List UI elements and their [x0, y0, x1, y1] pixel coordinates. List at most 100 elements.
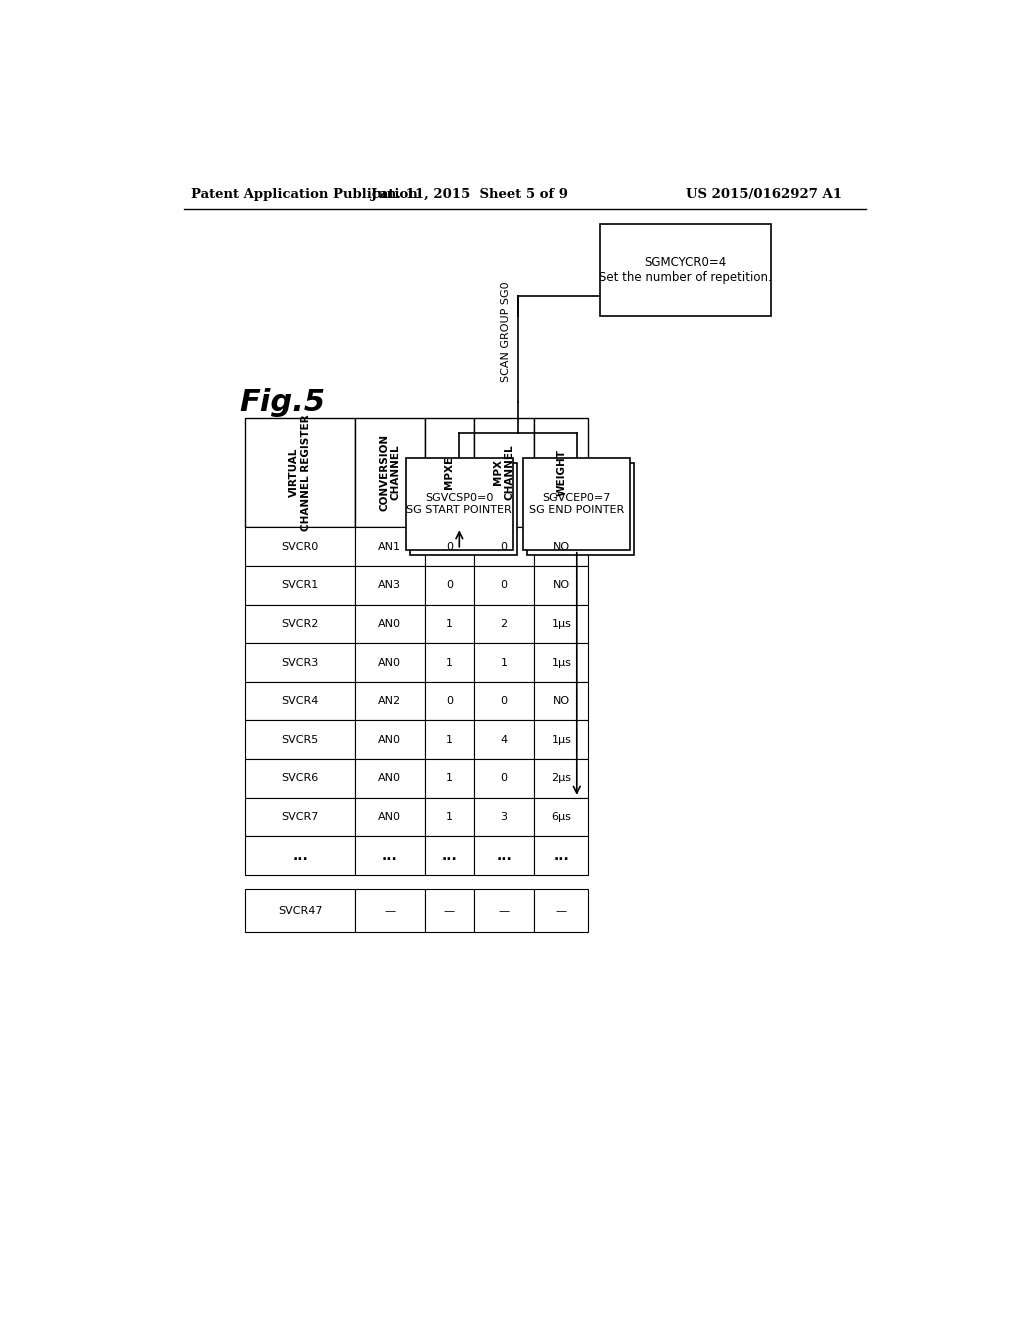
Text: ...: ... [497, 849, 512, 863]
Text: AN1: AN1 [379, 541, 401, 552]
FancyBboxPatch shape [600, 224, 771, 315]
FancyBboxPatch shape [246, 837, 355, 875]
FancyBboxPatch shape [355, 643, 425, 682]
Text: NO: NO [553, 696, 570, 706]
Text: AN0: AN0 [379, 812, 401, 822]
FancyBboxPatch shape [474, 759, 535, 797]
FancyBboxPatch shape [425, 721, 474, 759]
Text: WEIGHT: WEIGHT [556, 449, 566, 496]
FancyBboxPatch shape [535, 759, 588, 797]
FancyBboxPatch shape [246, 721, 355, 759]
FancyBboxPatch shape [474, 837, 535, 875]
FancyBboxPatch shape [474, 682, 535, 721]
Text: SVCR6: SVCR6 [282, 774, 318, 783]
FancyBboxPatch shape [355, 890, 425, 932]
FancyBboxPatch shape [355, 417, 425, 528]
Text: SGMCYCR0=4
Set the number of repetition.: SGMCYCR0=4 Set the number of repetition. [599, 256, 772, 284]
Text: 0: 0 [501, 774, 508, 783]
Text: SGVCSP0=0
SG START POINTER: SGVCSP0=0 SG START POINTER [407, 494, 512, 515]
Text: AN2: AN2 [378, 696, 401, 706]
FancyBboxPatch shape [355, 566, 425, 605]
Text: —: — [443, 906, 455, 916]
FancyBboxPatch shape [355, 605, 425, 643]
FancyBboxPatch shape [474, 566, 535, 605]
FancyBboxPatch shape [355, 721, 425, 759]
Text: 0: 0 [445, 581, 453, 590]
FancyBboxPatch shape [425, 528, 474, 566]
Text: 1: 1 [445, 657, 453, 668]
Text: 1: 1 [445, 735, 453, 744]
Text: AN0: AN0 [379, 735, 401, 744]
Text: MPX
CHANNEL: MPX CHANNEL [494, 445, 515, 500]
FancyBboxPatch shape [246, 566, 355, 605]
Text: SVCR5: SVCR5 [282, 735, 318, 744]
FancyBboxPatch shape [246, 797, 355, 837]
FancyBboxPatch shape [355, 528, 425, 566]
Text: 2μs: 2μs [551, 774, 571, 783]
FancyBboxPatch shape [474, 417, 535, 528]
Text: SVCR7: SVCR7 [282, 812, 318, 822]
FancyBboxPatch shape [474, 797, 535, 837]
Text: 0: 0 [501, 541, 508, 552]
Text: SVCR1: SVCR1 [282, 581, 318, 590]
Text: 3: 3 [501, 812, 508, 822]
FancyBboxPatch shape [535, 605, 588, 643]
Text: VIRTUAL
CHANNEL REGISTER: VIRTUAL CHANNEL REGISTER [290, 414, 311, 531]
Text: US 2015/0162927 A1: US 2015/0162927 A1 [686, 189, 842, 202]
Text: 1: 1 [445, 774, 453, 783]
FancyBboxPatch shape [535, 417, 588, 528]
FancyBboxPatch shape [474, 721, 535, 759]
Text: NO: NO [553, 581, 570, 590]
Text: Fig.5: Fig.5 [240, 388, 326, 417]
Text: 1μs: 1μs [551, 735, 571, 744]
Text: ...: ... [553, 849, 569, 863]
Text: SCAN GROUP SG0: SCAN GROUP SG0 [501, 281, 511, 381]
FancyBboxPatch shape [535, 890, 588, 932]
FancyBboxPatch shape [425, 837, 474, 875]
Text: ...: ... [292, 849, 308, 863]
Text: 2: 2 [501, 619, 508, 628]
FancyBboxPatch shape [355, 759, 425, 797]
FancyBboxPatch shape [474, 528, 535, 566]
Text: 4: 4 [501, 735, 508, 744]
Text: Jun. 11, 2015  Sheet 5 of 9: Jun. 11, 2015 Sheet 5 of 9 [371, 189, 567, 202]
Text: ...: ... [382, 849, 397, 863]
FancyBboxPatch shape [355, 682, 425, 721]
FancyBboxPatch shape [535, 837, 588, 875]
Text: SVCR3: SVCR3 [282, 657, 318, 668]
FancyBboxPatch shape [474, 890, 535, 932]
Text: AN0: AN0 [379, 657, 401, 668]
FancyBboxPatch shape [425, 890, 474, 932]
FancyBboxPatch shape [535, 528, 588, 566]
Text: SVCR2: SVCR2 [282, 619, 318, 628]
FancyBboxPatch shape [246, 417, 355, 528]
FancyBboxPatch shape [406, 458, 513, 549]
FancyBboxPatch shape [425, 797, 474, 837]
FancyBboxPatch shape [535, 643, 588, 682]
FancyBboxPatch shape [535, 797, 588, 837]
Text: 0: 0 [501, 696, 508, 706]
FancyBboxPatch shape [246, 643, 355, 682]
FancyBboxPatch shape [535, 682, 588, 721]
FancyBboxPatch shape [355, 797, 425, 837]
FancyBboxPatch shape [535, 566, 588, 605]
FancyBboxPatch shape [425, 605, 474, 643]
FancyBboxPatch shape [425, 643, 474, 682]
FancyBboxPatch shape [246, 890, 355, 932]
Text: AN0: AN0 [379, 774, 401, 783]
Text: 0: 0 [445, 541, 453, 552]
Text: SVCR47: SVCR47 [278, 906, 323, 916]
Text: 1: 1 [445, 619, 453, 628]
Text: SVCR4: SVCR4 [282, 696, 318, 706]
Text: NO: NO [553, 541, 570, 552]
FancyBboxPatch shape [355, 837, 425, 875]
FancyBboxPatch shape [425, 417, 474, 528]
Text: SVCR0: SVCR0 [282, 541, 318, 552]
FancyBboxPatch shape [425, 682, 474, 721]
Text: Patent Application Publication: Patent Application Publication [191, 189, 418, 202]
FancyBboxPatch shape [246, 528, 355, 566]
Text: 0: 0 [445, 696, 453, 706]
FancyBboxPatch shape [474, 605, 535, 643]
Text: 1μs: 1μs [551, 619, 571, 628]
FancyBboxPatch shape [425, 759, 474, 797]
